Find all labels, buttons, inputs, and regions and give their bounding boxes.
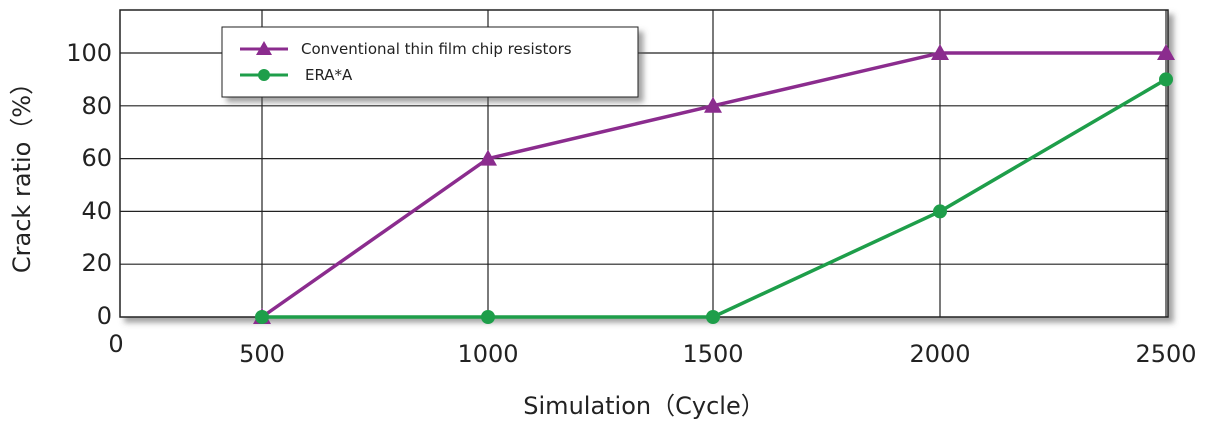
legend-marker-triangle-icon xyxy=(256,41,272,55)
data-point-circle-era xyxy=(481,310,495,324)
x-tick-label: 1500 xyxy=(682,340,743,368)
legend-box xyxy=(221,26,639,98)
legend-label-era: ERA*A xyxy=(305,66,353,84)
origin-label: 0 xyxy=(108,330,123,358)
data-point-triangle-conventional xyxy=(479,149,497,166)
y-tick-label: 60 xyxy=(81,144,112,172)
x-tick-label: 2000 xyxy=(909,340,970,368)
x-tick-label: 500 xyxy=(239,340,285,368)
y-tick-label: 20 xyxy=(81,249,112,277)
y-tick-labels: 0 20 40 60 80 100 xyxy=(66,39,112,330)
x-tick-label: 1000 xyxy=(457,340,518,368)
x-tick-labels: 0 500 1000 1500 2000 2500 xyxy=(108,330,1196,368)
legend-marker-circle-icon xyxy=(258,69,270,81)
data-point-circle-era xyxy=(706,310,720,324)
legend-item-era: ERA*A xyxy=(240,66,353,84)
series-layer xyxy=(253,44,1175,324)
x-tick-label: 2500 xyxy=(1135,340,1196,368)
y-axis-title: Crack ratio（%） xyxy=(8,71,36,273)
legend-item-conventional: Conventional thin film chip resistors xyxy=(240,40,572,58)
data-point-triangle-conventional xyxy=(1157,44,1175,60)
y-tick-label: 40 xyxy=(81,197,112,225)
y-tick-label: 80 xyxy=(81,92,112,120)
y-tick-label: 0 xyxy=(97,302,112,330)
legend: Conventional thin film chip resistors ER… xyxy=(221,26,639,98)
data-point-circle-era xyxy=(1159,72,1173,87)
y-tick-label: 100 xyxy=(66,39,112,67)
data-point-circle-era xyxy=(933,204,947,219)
x-axis-title: Simulation（Cycle） xyxy=(523,392,764,420)
data-point-circle-era xyxy=(255,310,269,324)
legend-label-conventional: Conventional thin film chip resistors xyxy=(301,40,572,58)
data-point-triangle-conventional xyxy=(931,44,949,60)
data-point-triangle-conventional xyxy=(704,96,722,113)
